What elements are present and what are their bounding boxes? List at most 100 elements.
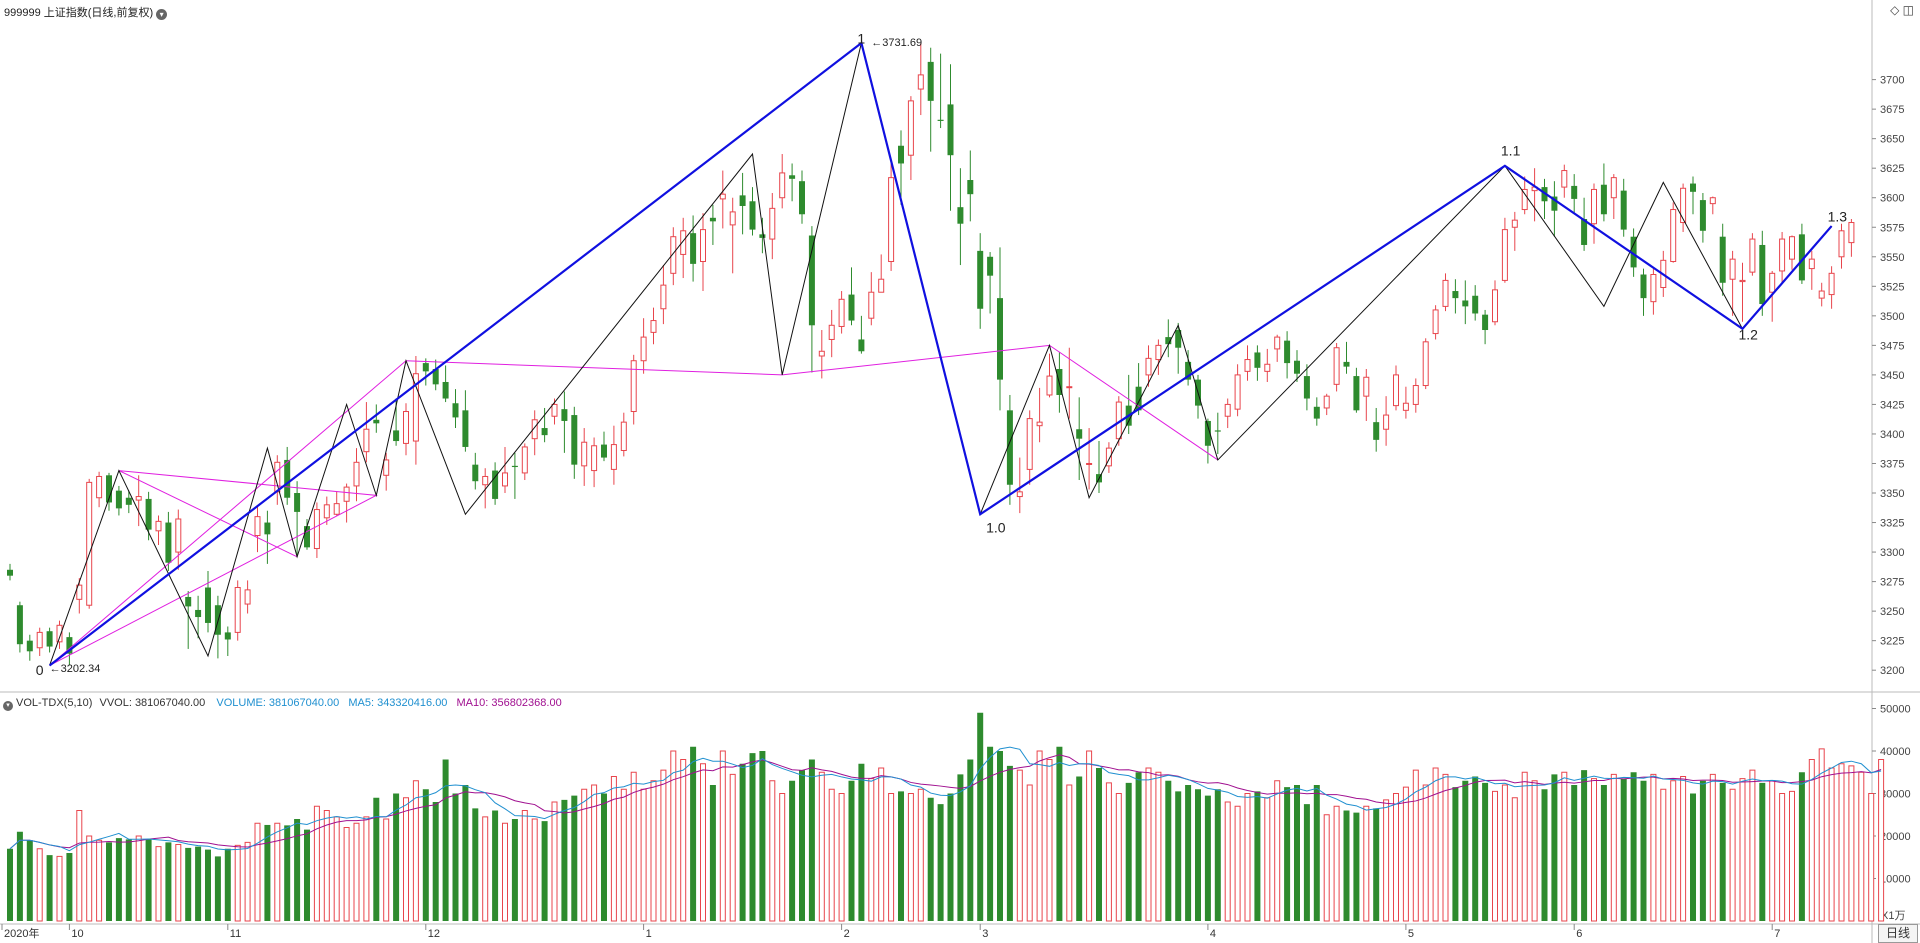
date-tick-label: 10 — [71, 928, 83, 940]
window-icon[interactable]: ◫ — [1902, 3, 1914, 17]
candle-up — [1432, 309, 1439, 335]
candle-down — [1798, 234, 1805, 281]
volume-tick-label: 20000 — [1880, 831, 1911, 843]
candle-up — [1680, 187, 1687, 224]
volume-bar-up — [333, 816, 340, 922]
date-tick-label: 2 — [844, 928, 850, 940]
candle-down — [66, 637, 73, 654]
candle-up — [1670, 209, 1677, 263]
volume-bar-down — [987, 746, 994, 921]
candle-up — [1650, 274, 1657, 303]
volume-bar-up — [838, 793, 845, 922]
candle-down — [7, 569, 13, 576]
volume-bar-up — [1442, 773, 1449, 922]
wave-lines — [48, 41, 1833, 667]
volume-bar-down — [1076, 776, 1083, 921]
candle-down — [561, 409, 568, 421]
candle-down — [125, 497, 132, 505]
candle-up — [1323, 395, 1330, 409]
wave-label: 1.1 — [1501, 142, 1521, 158]
volume-bar-up — [1224, 801, 1231, 922]
volume-bar-down — [26, 840, 33, 921]
candle-down — [1581, 218, 1588, 245]
candle-up — [1492, 289, 1498, 323]
volume-bar-down — [1630, 772, 1637, 921]
candle-down — [46, 631, 53, 647]
volume-bar-up — [76, 810, 83, 922]
volume-bar-down — [462, 785, 469, 921]
candle-down — [927, 61, 934, 101]
candle-up — [175, 518, 182, 553]
candle-down — [1472, 295, 1479, 314]
volume-header: ▾ VOL-TDX(5,10) VVOL: 381067040.00 VOLUME… — [3, 697, 562, 711]
volume-bar-up — [1501, 784, 1508, 922]
candle-up — [76, 584, 83, 600]
period-label[interactable]: 日线 — [1878, 924, 1918, 943]
candle-down — [26, 640, 33, 652]
candle-up — [1729, 258, 1736, 280]
volume-bar-down — [957, 774, 964, 921]
candlestick-series[interactable] — [7, 42, 1855, 666]
volume-bar-up — [1739, 778, 1746, 922]
date-tick-label: 4 — [1210, 928, 1216, 940]
volume-bar-down — [937, 804, 944, 921]
candle-up — [1610, 177, 1617, 199]
candle-down — [294, 493, 301, 512]
candle-down — [799, 181, 805, 215]
candle-down — [462, 410, 469, 447]
candle-up — [86, 481, 93, 606]
volume-bar-up — [1046, 759, 1053, 922]
candle-down — [145, 498, 152, 530]
volume-bar-down — [1373, 808, 1380, 921]
volume-bars[interactable] — [7, 712, 1885, 922]
volume-bar-up — [175, 844, 182, 922]
date-tick-label: 1 — [646, 928, 652, 940]
volume-bar-up — [1709, 773, 1716, 922]
volume-bar-up — [313, 805, 320, 922]
volume-bar-down — [1620, 778, 1627, 921]
chart-title[interactable]: 999999 上证指数(日线,前复权) ▾ — [4, 4, 168, 20]
volume-bar-down — [977, 712, 984, 921]
date-tick-label: 12 — [428, 928, 440, 940]
price-tick-label: 3475 — [1880, 340, 1904, 352]
volume-bar-down — [1204, 795, 1211, 921]
ma5-line — [9, 746, 1882, 852]
candle-up — [610, 444, 617, 470]
toggle-icon[interactable]: ▾ — [3, 701, 13, 711]
candle-up — [1333, 347, 1340, 385]
indicator-name[interactable]: VOL-TDX(5,10) — [16, 697, 93, 709]
candle-down — [1690, 183, 1696, 192]
volume-bar-up — [1363, 805, 1370, 922]
candle-up — [660, 284, 667, 310]
volume-bar-up — [1858, 771, 1865, 922]
candle-up — [1779, 238, 1786, 272]
volume-bar-down — [511, 819, 518, 921]
candle-up — [828, 324, 835, 340]
volume-bar-up — [1818, 748, 1825, 922]
volume-bar-up — [403, 797, 409, 922]
volume-bar-down — [759, 751, 766, 921]
volume-bar-down — [1571, 785, 1578, 921]
volume-bar-up — [1660, 788, 1667, 922]
chevron-down-icon[interactable]: ▾ — [156, 9, 168, 20]
candle-up — [1086, 462, 1093, 465]
volume-bar-down — [947, 793, 954, 921]
volume-bar-down — [709, 785, 716, 921]
volume-bar-down — [1096, 768, 1102, 921]
candle-down — [1482, 314, 1489, 331]
ma5-value: MA5: 343320416.00 — [348, 697, 448, 709]
diamond-icon[interactable]: ◇ — [1890, 3, 1900, 17]
volume-bar-up — [1749, 769, 1756, 922]
volume-bar-down — [561, 799, 568, 921]
candle-up — [1274, 336, 1281, 350]
candle-up — [333, 503, 340, 515]
volume-bar-down — [1798, 772, 1805, 921]
price-tick-label: 3450 — [1880, 370, 1904, 382]
volume-bar-down — [145, 839, 152, 921]
candle-up — [1155, 344, 1162, 361]
volume-bar-up — [1591, 778, 1597, 922]
volume-bar-up — [620, 788, 627, 922]
volume-bar-down — [1195, 789, 1201, 921]
